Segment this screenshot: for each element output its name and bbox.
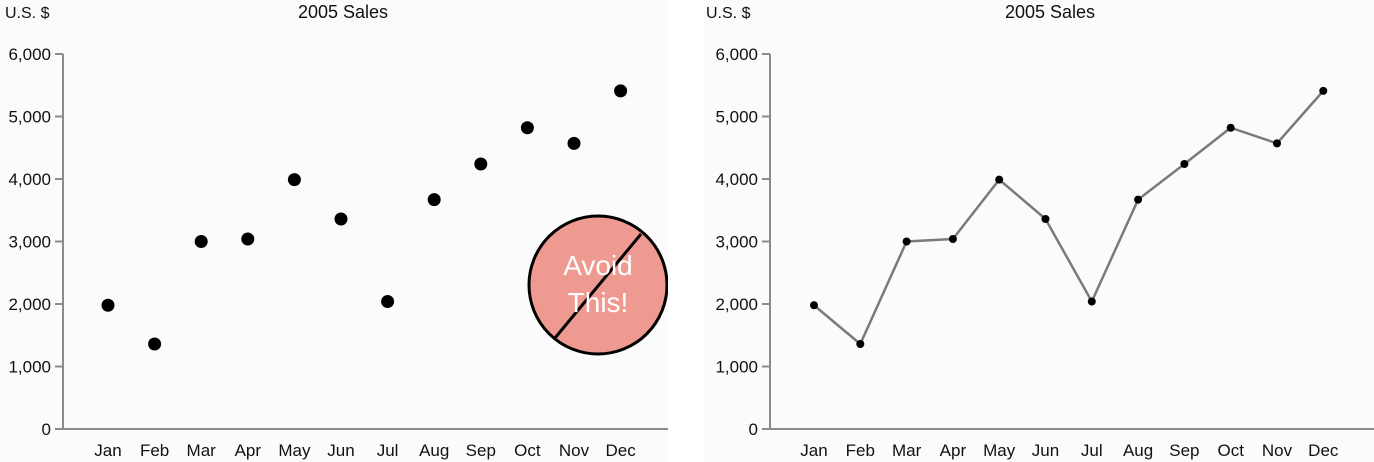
x-tick-label: Jan (94, 441, 121, 460)
y-tick-label: 3,000 (8, 233, 51, 252)
scatter-chart: U.S. $ 2005 Sales 0 1,000 2,000 3,000 4,000 5… (5, 2, 668, 460)
x-tick-label: Jul (1081, 441, 1103, 460)
data-point (148, 337, 162, 351)
series-line-path (813, 90, 1325, 346)
y-tick-label: 6,000 (715, 45, 758, 64)
data-point (902, 237, 911, 246)
data-point (287, 173, 301, 187)
chart-title: 2005 Sales (298, 2, 388, 22)
data-point (948, 235, 957, 243)
x-tick-label: Oct (1217, 441, 1244, 460)
data-point (1226, 123, 1235, 132)
y-ticks: 0 1,000 2,000 3,000 4,000 5,000 6,000 (8, 45, 63, 439)
x-tick-label: Jun (1032, 441, 1059, 460)
line-chart-panel: U.S. $ 2005 Sales 0 1,000 2,000 3,000 4,000 5… (704, 0, 1374, 462)
chart-title: 2005 Sales (1005, 2, 1095, 22)
avoid-this-annotation: Avoid This! (527, 214, 668, 356)
x-tick-label: May (278, 441, 311, 460)
avoid-text-line2: This! (568, 287, 629, 318)
scatter-chart-panel: U.S. $ 2005 Sales 0 1,000 2,000 3,000 4,000 5… (0, 0, 668, 462)
y-tick-label: 1,000 (8, 358, 51, 377)
x-tick-label: Jan (800, 441, 827, 460)
y-unit-label: U.S. $ (706, 5, 751, 22)
data-points (101, 84, 628, 351)
data-point (856, 340, 865, 348)
data-point (1087, 297, 1096, 306)
y-tick-label: 0 (749, 420, 758, 439)
data-point (567, 136, 581, 150)
x-tick-label: Apr (940, 441, 967, 460)
x-ticks: Jan Feb Mar Apr May Jun Jul Aug Sep Oct Nov Dec (800, 441, 1339, 460)
y-tick-label: 5,000 (8, 108, 51, 127)
data-point (1041, 215, 1050, 223)
x-tick-label: Aug (419, 441, 449, 460)
y-unit-label: U.S. $ (5, 5, 50, 22)
x-tick-label: Sep (1169, 441, 1199, 460)
y-tick-label: 2,000 (715, 295, 758, 314)
x-tick-label: Sep (466, 441, 496, 460)
data-point (101, 298, 115, 312)
data-point (1134, 195, 1143, 204)
x-tick-label: May (983, 441, 1016, 460)
data-point (810, 301, 818, 310)
data-point (614, 84, 628, 98)
x-tick-label: Apr (235, 441, 262, 460)
x-tick-label: Feb (846, 441, 875, 460)
data-point (334, 212, 348, 226)
x-tick-label: Dec (1308, 441, 1339, 460)
x-tick-label: Mar (187, 441, 217, 460)
data-point (995, 175, 1004, 184)
y-tick-label: 3,000 (715, 233, 758, 252)
data-point (1180, 160, 1189, 168)
data-point (194, 235, 208, 248)
data-point (427, 193, 441, 207)
data-points (810, 86, 1328, 348)
x-ticks: Jan Feb Mar Apr May Jun Jul Aug Sep Oct Nov Dec (94, 441, 636, 460)
y-tick-label: 4,000 (8, 170, 51, 189)
y-tick-label: 5,000 (715, 108, 758, 127)
series-line (813, 90, 1325, 346)
x-tick-label: Jul (377, 441, 399, 460)
x-tick-label: Aug (1123, 441, 1153, 460)
axes (62, 54, 668, 430)
y-tick-label: 6,000 (8, 45, 51, 64)
x-tick-label: Oct (514, 441, 541, 460)
x-tick-label: Nov (1262, 441, 1293, 460)
data-point (1319, 86, 1328, 95)
line-chart: U.S. $ 2005 Sales 0 1,000 2,000 3,000 4,000 5… (706, 2, 1374, 460)
y-tick-label: 4,000 (715, 170, 758, 189)
data-point (520, 121, 534, 135)
x-tick-label: Mar (892, 441, 922, 460)
x-tick-label: Jun (327, 441, 354, 460)
axes (769, 54, 1374, 430)
y-tick-label: 1,000 (715, 358, 758, 377)
data-point (1273, 139, 1281, 148)
x-tick-label: Nov (559, 441, 590, 460)
y-tick-label: 2,000 (8, 295, 51, 314)
y-ticks: 0 1,000 2,000 3,000 4,000 5,000 6,000 (715, 45, 770, 439)
data-point (381, 295, 395, 308)
data-point (474, 157, 488, 171)
avoid-text-line1: Avoid (563, 250, 633, 281)
data-point (241, 232, 255, 246)
x-tick-label: Dec (605, 441, 636, 460)
y-tick-label: 0 (42, 420, 51, 439)
x-tick-label: Feb (140, 441, 169, 460)
avoid-slash (553, 233, 643, 339)
